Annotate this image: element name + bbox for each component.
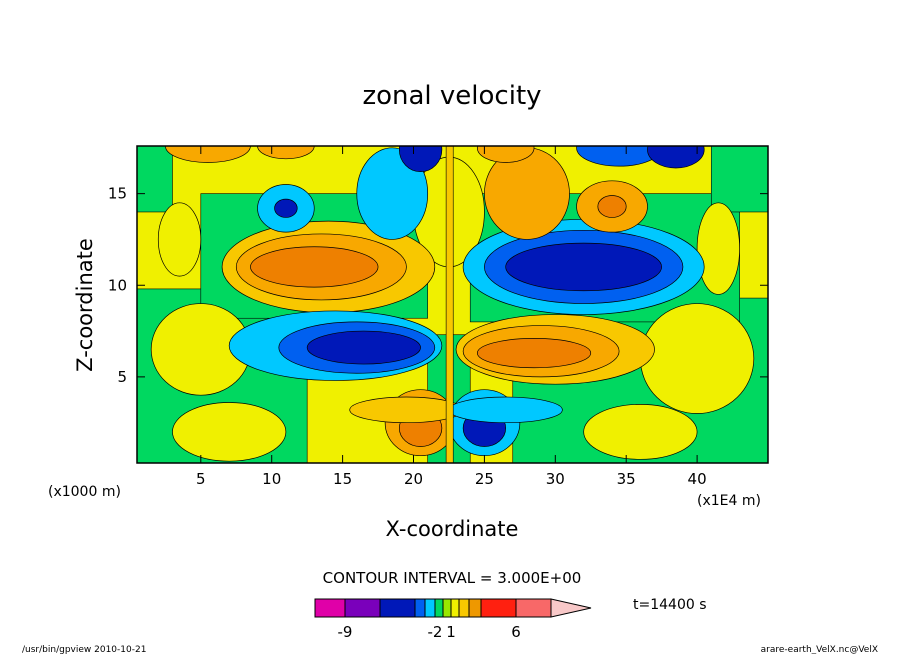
plot-area xyxy=(137,146,768,463)
y-tick-label: 15 xyxy=(108,185,127,203)
top-cell-6 xyxy=(647,146,705,169)
yellow-pocket-upper-left xyxy=(157,202,202,277)
colorbar-swatch xyxy=(314,598,346,618)
colorbar-swatch xyxy=(458,598,470,618)
plot-frame xyxy=(136,145,769,464)
x-tick-label: 35 xyxy=(617,470,636,488)
x-tick-label: 25 xyxy=(475,470,494,488)
x-tick-label: 10 xyxy=(262,470,281,488)
y-tick-label: 10 xyxy=(108,276,127,294)
x-units-left: (x1000 m) xyxy=(48,484,121,500)
green-region-top-right xyxy=(710,146,768,213)
green-region-top-left xyxy=(137,146,173,213)
band-lower-right xyxy=(448,396,563,424)
colorbar-swatch xyxy=(468,598,482,618)
x-tick-label: 20 xyxy=(404,470,423,488)
cell-upper-right-core xyxy=(597,195,627,218)
colorbar-swatch xyxy=(480,598,517,618)
top-cell-1 xyxy=(165,146,251,163)
yellow-pocket-right xyxy=(640,303,755,414)
colorbar-swatch xyxy=(450,598,460,618)
jet-lower-left-core xyxy=(306,330,421,365)
colorbar-swatch xyxy=(424,598,436,618)
yellow-pocket-bottom-right xyxy=(583,404,698,460)
y-axis-label: Z-coordinate xyxy=(73,238,97,372)
colorbar-swatch xyxy=(515,598,552,618)
jet-lower-right-core xyxy=(476,338,592,369)
colorbar-swatch xyxy=(414,598,426,618)
time-label: t=14400 s xyxy=(633,597,707,613)
y-axis: 5 10 15 xyxy=(108,185,768,386)
x-units-right: (x1E4 m) xyxy=(697,493,761,509)
jet-upper-right-core xyxy=(505,242,663,292)
colorbar: -9 -2 1 6 xyxy=(314,598,592,641)
colorbar-swatch xyxy=(344,598,381,618)
center-divider-band xyxy=(445,146,454,463)
footer-right: arare-earth_VelX.nc@VelX xyxy=(761,645,878,654)
contour-interval-label: CONTOUR INTERVAL = 3.000E+00 xyxy=(323,569,582,587)
x-tick-label: 5 xyxy=(196,470,206,488)
contour-fill xyxy=(137,146,768,463)
x-tick-label: 15 xyxy=(333,470,352,488)
y-tick-label: 5 xyxy=(117,368,127,386)
top-cell-3 xyxy=(398,146,443,172)
x-axis-label: X-coordinate xyxy=(386,517,519,541)
footer-left: /usr/bin/gpview 2010-10-21 xyxy=(22,645,146,654)
colorbar-label: -9 xyxy=(338,623,353,641)
x-tick-label: 40 xyxy=(688,470,707,488)
yellow-pocket-upper-right xyxy=(696,202,740,295)
x-axis: 5 10 15 20 25 30 35 40 xyxy=(196,146,707,488)
cell-upper-left-blue xyxy=(274,198,298,218)
yellow-pocket-bottom-left xyxy=(172,402,287,462)
colorbar-swatch xyxy=(379,598,416,618)
colorbar-swatch xyxy=(442,598,452,618)
jet-upper-left-core xyxy=(250,246,379,288)
x-tick-label: 30 xyxy=(546,470,565,488)
cell-upper-center-left xyxy=(356,147,429,240)
colorbar-swatch xyxy=(434,598,444,618)
chart-title: zonal velocity xyxy=(362,81,541,111)
colorbar-label: 6 xyxy=(511,623,521,641)
top-cell-4 xyxy=(476,146,535,163)
colorbar-overflow-arrow xyxy=(550,598,592,618)
colorbar-label: 1 xyxy=(446,623,456,641)
colorbar-label: -2 xyxy=(428,623,443,641)
